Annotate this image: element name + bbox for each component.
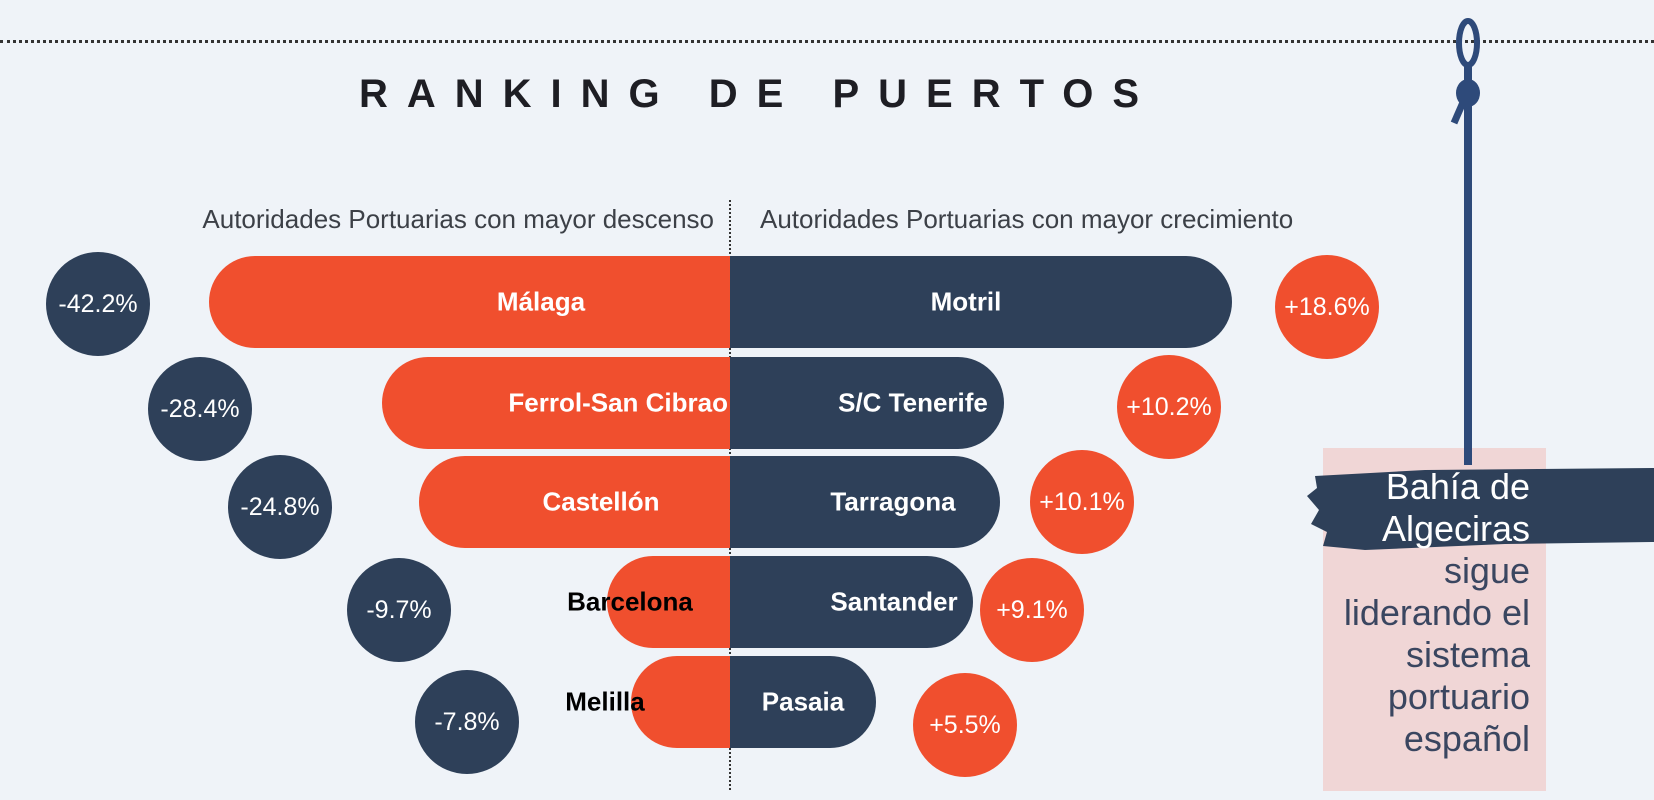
page-title: RANKING DE PUERTOS xyxy=(359,72,1159,116)
port-label-crecimiento: Pasaia xyxy=(761,686,845,717)
value-badge-crecimiento: +5.5% xyxy=(913,673,1017,777)
algeciras-note: Bahía de Algeciras sigue liderando el si… xyxy=(1344,466,1530,760)
brush-stroke xyxy=(1307,468,1654,550)
value-badge-crecimiento: +10.2% xyxy=(1117,355,1221,459)
note-line: sistema xyxy=(1405,634,1530,675)
bar-descenso xyxy=(382,357,730,449)
bar-descenso xyxy=(631,656,730,748)
value-badge-descenso: -9.7% xyxy=(347,558,451,662)
dotted-top-line xyxy=(0,40,1654,43)
value-badge-crecimiento: +9.1% xyxy=(980,558,1084,662)
note-line: Bahía de xyxy=(1385,466,1530,507)
note-line: liderando el xyxy=(1343,592,1530,633)
note-line: sigue xyxy=(1443,550,1530,591)
value-badge-crecimiento: +10.1% xyxy=(1030,450,1134,554)
value-badge-descenso: -7.8% xyxy=(415,670,519,774)
port-label-crecimiento: S/C Tenerife xyxy=(838,387,988,418)
value-badge-crecimiento: +18.6% xyxy=(1275,255,1379,359)
note-line: portuario xyxy=(1387,676,1530,717)
port-label-descenso: Castellón xyxy=(542,486,660,517)
port-label-descenso: Ferrol-San Cibrao xyxy=(508,387,728,418)
port-label-crecimiento: Tarragona xyxy=(830,486,956,517)
bar-descenso xyxy=(209,256,730,348)
bar-crecimiento xyxy=(730,656,876,748)
subtitle-crecimiento: Autoridades Portuarias con mayor crecimi… xyxy=(760,204,1294,234)
port-label-descenso: Barcelona xyxy=(567,586,693,617)
value-badge-descenso: -28.4% xyxy=(148,357,252,461)
note-line: Algeciras xyxy=(1381,508,1530,549)
bar-crecimiento xyxy=(730,556,973,648)
value-badge-descenso: -24.8% xyxy=(228,455,332,559)
bar-descenso xyxy=(607,556,730,648)
port-label-crecimiento: Santander xyxy=(830,586,958,617)
value-badge-descenso: -42.2% xyxy=(46,252,150,356)
rope-knot-icon xyxy=(1450,18,1480,465)
bar-descenso xyxy=(419,456,730,548)
port-label-descenso: Málaga xyxy=(496,286,586,317)
bar-crecimiento xyxy=(730,357,1004,449)
note-line: español xyxy=(1403,718,1530,759)
port-label-descenso: Melilla xyxy=(565,686,645,717)
subtitle-descenso: Autoridades Portuarias con mayor descens… xyxy=(202,204,714,234)
port-label-crecimiento: Motril xyxy=(930,286,1002,317)
bar-crecimiento xyxy=(730,456,1000,548)
bar-crecimiento xyxy=(730,256,1232,348)
